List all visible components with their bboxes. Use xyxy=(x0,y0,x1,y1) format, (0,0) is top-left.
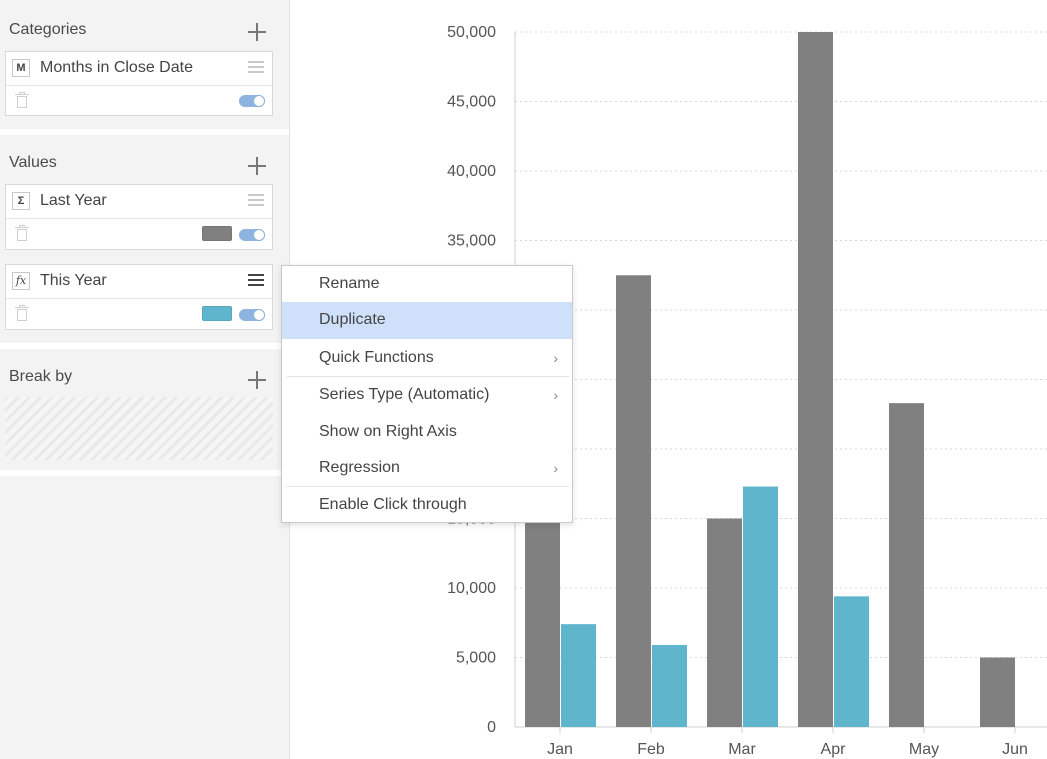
menu-item-series-type[interactable]: Series Type (Automatic) › xyxy=(319,386,558,403)
y-tick-label: 40,000 xyxy=(447,163,496,180)
x-tick-label: Jan xyxy=(547,741,573,758)
add-value-button[interactable] xyxy=(248,157,266,175)
field-label: Months in Close Date xyxy=(40,59,193,76)
y-tick-label: 35,000 xyxy=(447,233,496,250)
break-by-title: Break by xyxy=(9,368,73,385)
chevron-right-icon: › xyxy=(553,460,558,476)
visibility-toggle[interactable] xyxy=(239,229,265,241)
visibility-toggle[interactable] xyxy=(239,309,265,321)
add-break-by-button[interactable] xyxy=(248,371,266,389)
x-tick-label: Mar xyxy=(728,741,756,758)
chart-area: 05,00010,00015,00020,00025,00030,00035,0… xyxy=(290,0,1047,759)
trash-icon[interactable] xyxy=(15,305,29,322)
bar[interactable] xyxy=(834,596,869,727)
menu-separator xyxy=(287,376,569,377)
month-type-icon: M xyxy=(12,59,30,77)
y-tick-label: 0 xyxy=(487,719,496,736)
field-label: This Year xyxy=(40,272,107,289)
x-tick-label: May xyxy=(909,741,939,758)
bar[interactable] xyxy=(525,518,560,728)
section-divider xyxy=(0,470,289,476)
series-color-swatch[interactable] xyxy=(202,306,232,321)
visibility-toggle[interactable] xyxy=(239,95,265,107)
section-divider xyxy=(0,129,289,135)
bar[interactable] xyxy=(707,518,742,728)
categories-section: Categories M Months in Close Date xyxy=(0,0,289,129)
sum-type-icon: Σ xyxy=(12,192,30,210)
drag-handle-icon[interactable] xyxy=(248,61,264,73)
bar[interactable] xyxy=(616,275,651,727)
field-card-months[interactable]: M Months in Close Date xyxy=(5,51,273,116)
trash-icon[interactable] xyxy=(15,92,29,109)
values-title: Values xyxy=(9,154,57,171)
y-tick-label: 50,000 xyxy=(447,24,496,41)
bar[interactable] xyxy=(652,644,687,727)
chevron-right-icon: › xyxy=(553,387,558,403)
menu-item-show-right-axis[interactable]: Show on Right Axis xyxy=(319,423,457,440)
field-label: Last Year xyxy=(40,192,107,209)
values-section: Values Σ Last Year fx This Year xyxy=(0,135,289,343)
context-menu: Rename Duplicate Quick Functions › Serie… xyxy=(281,265,573,523)
bar[interactable] xyxy=(743,486,778,727)
series-color-swatch[interactable] xyxy=(202,226,232,241)
section-divider xyxy=(0,343,289,349)
categories-title: Categories xyxy=(9,21,87,38)
x-tick-label: Apr xyxy=(821,741,847,758)
field-card-last-year[interactable]: Σ Last Year xyxy=(5,184,273,250)
add-category-button[interactable] xyxy=(248,23,266,41)
menu-item-rename[interactable]: Rename xyxy=(319,275,380,292)
x-tick-label: Jun xyxy=(1002,741,1028,758)
y-tick-label: 5,000 xyxy=(456,650,496,667)
bar[interactable] xyxy=(561,624,596,727)
y-tick-label: 45,000 xyxy=(447,94,496,111)
drag-handle-icon[interactable] xyxy=(248,194,264,206)
menu-item-regression[interactable]: Regression › xyxy=(319,459,558,476)
y-tick-label: 10,000 xyxy=(447,580,496,597)
break-by-dropzone[interactable] xyxy=(5,397,273,460)
menu-separator xyxy=(287,486,569,487)
field-card-this-year[interactable]: fx This Year xyxy=(5,264,273,330)
trash-icon[interactable] xyxy=(15,225,29,242)
formula-type-icon: fx xyxy=(12,272,30,290)
bar-chart: 05,00010,00015,00020,00025,00030,00035,0… xyxy=(447,24,1047,758)
menu-item-enable-click-through[interactable]: Enable Click through xyxy=(319,496,467,513)
bar[interactable] xyxy=(798,32,833,727)
menu-item-duplicate[interactable]: Duplicate xyxy=(282,302,572,339)
fields-panel: Categories M Months in Close Date Values… xyxy=(0,0,290,759)
bar[interactable] xyxy=(980,657,1015,728)
bar[interactable] xyxy=(889,403,924,727)
chevron-right-icon: › xyxy=(553,350,558,366)
field-menu-icon[interactable] xyxy=(248,274,264,286)
x-tick-label: Feb xyxy=(637,741,665,758)
menu-item-quick-functions[interactable]: Quick Functions › xyxy=(319,349,558,366)
